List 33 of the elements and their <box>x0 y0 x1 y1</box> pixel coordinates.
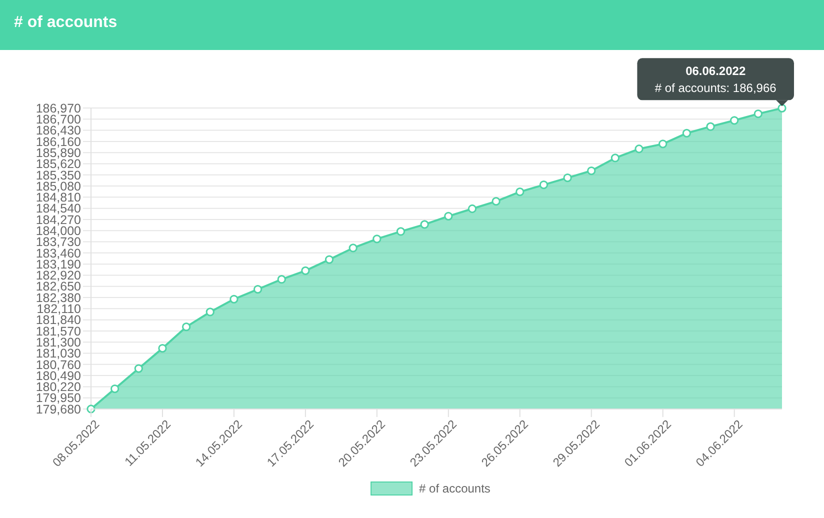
point <box>658 140 668 148</box>
point <box>396 227 406 236</box>
point <box>158 344 167 353</box>
point <box>516 188 524 196</box>
point <box>324 255 334 264</box>
point <box>134 364 143 373</box>
chart-title: # of accounts <box>14 14 118 31</box>
point <box>610 154 620 162</box>
point <box>253 284 262 294</box>
point <box>372 234 382 244</box>
point <box>730 116 739 125</box>
point <box>587 166 596 176</box>
point <box>182 322 191 332</box>
legend-label: # of accounts <box>419 482 490 496</box>
point <box>634 144 644 154</box>
point <box>706 122 715 131</box>
point <box>492 197 500 206</box>
point <box>682 128 692 138</box>
point <box>206 308 214 316</box>
point <box>563 173 572 182</box>
point <box>277 275 286 284</box>
y-tick-label: 186,970 <box>36 101 82 116</box>
point <box>348 244 358 252</box>
point <box>539 180 548 190</box>
point <box>110 384 120 394</box>
point <box>420 220 429 229</box>
point <box>444 212 453 220</box>
point <box>754 109 762 118</box>
point <box>301 266 310 275</box>
annotation: 06.06.2022 # of accounts: 186,966 <box>654 64 777 96</box>
point <box>778 104 786 112</box>
point <box>230 294 238 304</box>
point <box>468 204 477 214</box>
